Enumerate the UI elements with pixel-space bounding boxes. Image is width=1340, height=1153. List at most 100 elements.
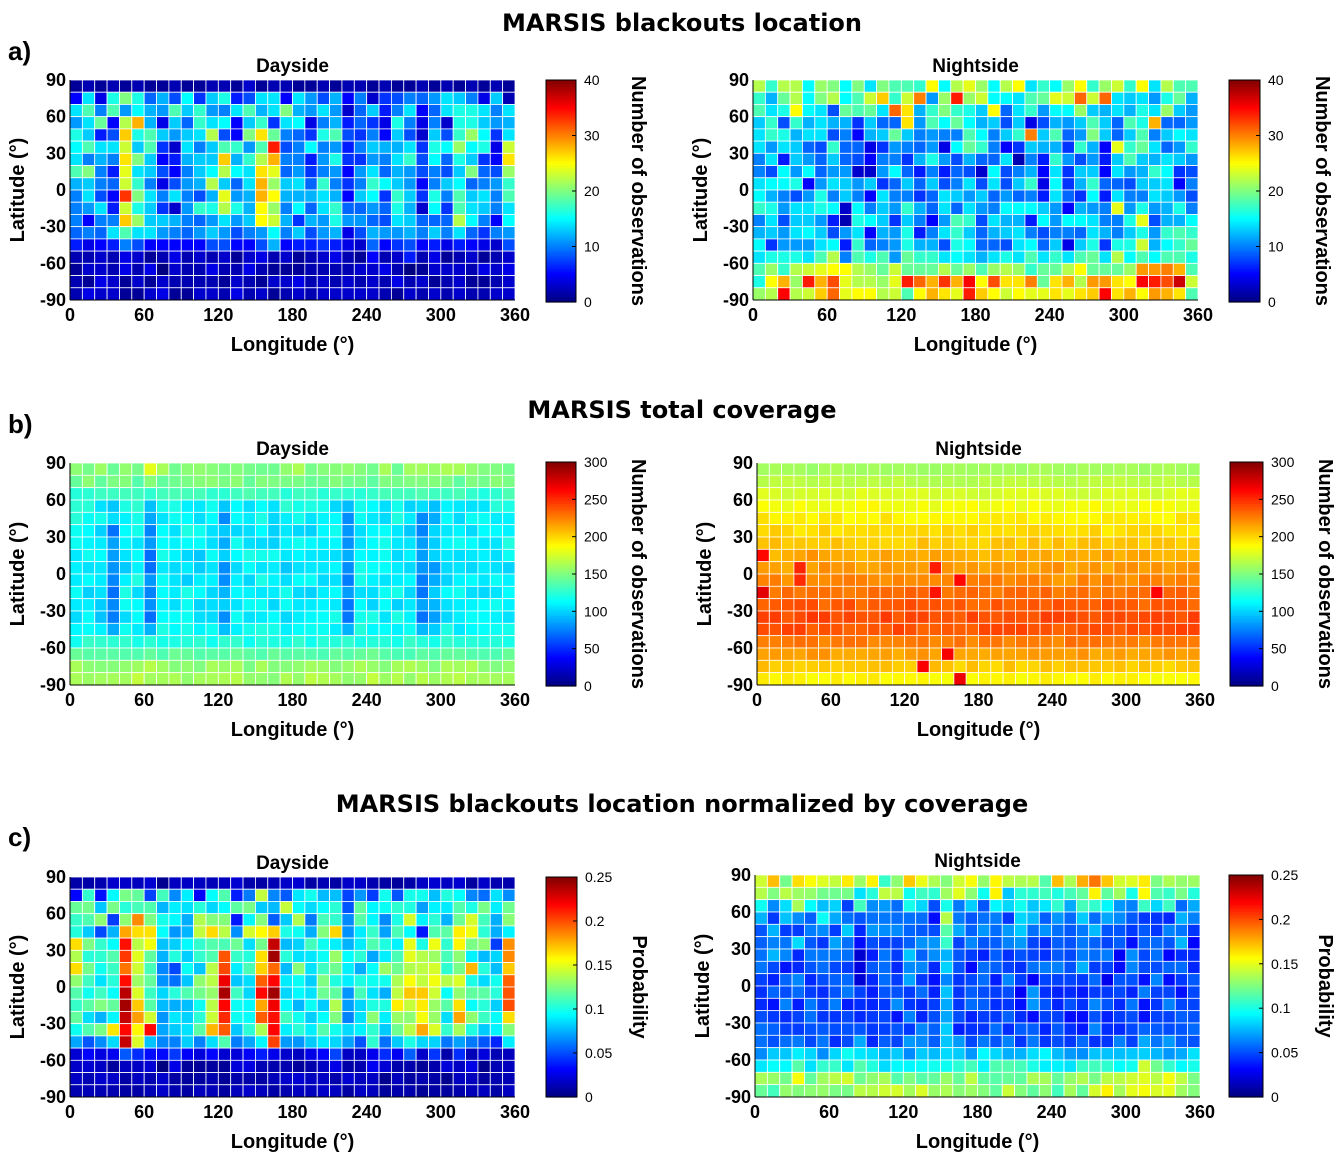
heatmap-cell — [193, 104, 207, 118]
heatmap-cell — [156, 104, 170, 118]
colorbar-band — [1229, 112, 1260, 116]
heatmap-cell — [902, 936, 917, 950]
colorbar-band — [546, 879, 577, 883]
heatmap-cell — [1014, 1010, 1028, 1024]
heatmap-cell — [928, 610, 942, 624]
heatmap-cell — [879, 573, 893, 587]
heatmap-cell — [902, 997, 917, 1012]
heatmap-cell — [255, 901, 269, 915]
heatmap-cell — [818, 635, 832, 649]
heatmap-cell — [1123, 250, 1137, 264]
heatmap-cell — [353, 659, 368, 674]
heatmap-cell — [217, 598, 232, 612]
heatmap-cell — [900, 189, 915, 203]
heatmap-cell — [805, 585, 819, 600]
heatmap-cell — [180, 250, 195, 264]
heatmap-cell — [1088, 1059, 1102, 1073]
heatmap-cell — [242, 672, 256, 686]
heatmap-cell — [1075, 1047, 1090, 1061]
heatmap-cell — [816, 1059, 830, 1073]
heatmap-cell — [428, 1023, 442, 1037]
heatmap-cell — [1101, 524, 1115, 538]
heatmap-cell — [841, 973, 855, 987]
heatmap-cell — [1162, 936, 1176, 950]
heatmap-cell — [1172, 189, 1187, 203]
heatmap-cell — [891, 585, 906, 600]
heatmap-cell — [255, 79, 269, 93]
heatmap-cell — [1012, 79, 1026, 93]
heatmap-cell — [217, 238, 232, 252]
heatmap-cell — [779, 1047, 793, 1061]
panel-title: Nightside — [932, 56, 1019, 77]
heatmap-cell — [390, 647, 405, 661]
heatmap-cell — [1125, 923, 1139, 938]
heatmap-cell — [855, 647, 869, 661]
heatmap-cell — [804, 874, 818, 888]
colorbar-band — [546, 283, 576, 287]
heatmap-cell — [440, 622, 454, 637]
heatmap-cell — [953, 487, 967, 501]
heatmap-cell — [242, 226, 256, 240]
heatmap-cell — [341, 128, 355, 142]
heatmap-cell — [316, 901, 330, 915]
heatmap-cell — [452, 226, 466, 240]
heatmap-cell — [255, 177, 269, 191]
x-tick-label: 300 — [426, 690, 456, 710]
colorbar-band — [1230, 676, 1263, 680]
heatmap-cell — [119, 913, 133, 927]
heatmap-cell — [768, 524, 783, 538]
heatmap-cell — [1051, 659, 1066, 674]
heatmap-cell — [1138, 524, 1152, 538]
heatmap-cell — [428, 913, 442, 927]
colorbar-band — [546, 904, 577, 908]
heatmap-cell — [119, 487, 133, 501]
heatmap-cell — [904, 573, 918, 587]
heatmap-cell — [1162, 598, 1176, 612]
heatmap-cell — [1051, 635, 1066, 649]
heatmap-cell — [1076, 499, 1090, 513]
heatmap-cell — [1100, 985, 1114, 999]
heatmap-cell — [193, 189, 207, 203]
heatmap-cell — [1138, 598, 1152, 612]
heatmap-cell — [1150, 622, 1164, 637]
heatmap-cell — [1174, 948, 1189, 962]
heatmap-cell — [452, 128, 466, 142]
heatmap-cell — [403, 937, 417, 951]
heatmap-cell — [255, 226, 269, 240]
x-axis-label: Longitude (°) — [231, 1131, 355, 1153]
heatmap-cell — [378, 79, 392, 93]
heatmap-cell — [977, 899, 991, 913]
heatmap-cell — [366, 622, 380, 637]
heatmap-cell — [428, 250, 442, 264]
heatmap-cell — [756, 487, 770, 501]
heatmap-cell — [1125, 1071, 1139, 1086]
heatmap-cell — [888, 128, 902, 142]
heatmap-cell — [805, 647, 819, 661]
colorbar-band — [546, 174, 576, 178]
heatmap-cell — [329, 214, 343, 228]
heatmap-cell — [900, 116, 915, 130]
heatmap-cell — [1036, 214, 1051, 228]
heatmap-cell — [1051, 960, 1065, 975]
heatmap-cell — [952, 911, 966, 925]
x-tick-label: 180 — [963, 690, 993, 710]
heatmap-cell — [205, 474, 219, 489]
heatmap-cell — [940, 886, 954, 901]
heatmap-cell — [779, 1010, 793, 1024]
colorbar-band — [546, 588, 576, 591]
heatmap-cell — [465, 91, 479, 105]
heatmap-cell — [415, 561, 429, 575]
heatmap-cell — [1135, 79, 1149, 93]
heatmap-cell — [940, 874, 954, 888]
heatmap-cell — [156, 1072, 170, 1086]
heatmap-cell — [230, 1072, 244, 1086]
heatmap-cell — [168, 1035, 182, 1049]
heatmap-cell — [891, 672, 906, 686]
heatmap-cell — [1051, 647, 1066, 661]
heatmap-cell — [452, 262, 466, 276]
heatmap-cell — [366, 1035, 380, 1049]
heatmap-cell — [779, 1034, 793, 1049]
heatmap-cell — [754, 886, 768, 901]
heatmap-cell — [329, 250, 343, 264]
heatmap-cell — [452, 1072, 466, 1086]
